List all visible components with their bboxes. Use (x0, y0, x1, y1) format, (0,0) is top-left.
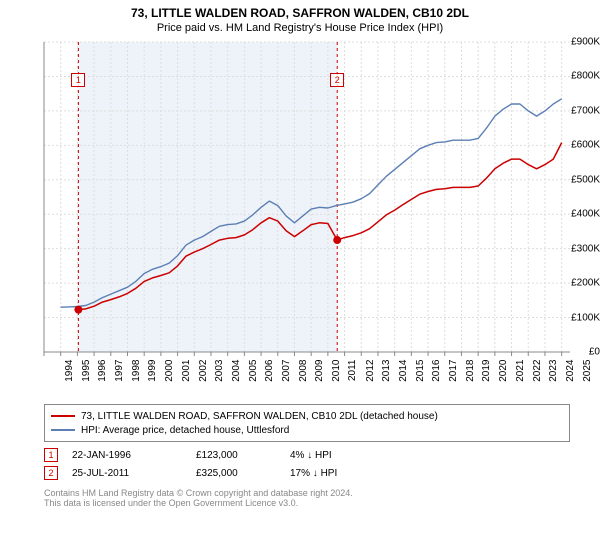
y-tick-label: £100K (560, 312, 600, 323)
note-date: 22-JAN-1996 (72, 450, 182, 461)
y-tick-label: £0 (560, 347, 600, 358)
chart-svg (0, 38, 600, 398)
x-tick-label: 2001 (181, 360, 192, 382)
y-tick-label: £700K (560, 105, 600, 116)
x-tick-label: 2007 (281, 360, 292, 382)
x-tick-label: 2019 (481, 360, 492, 382)
note-row: 2 25-JUL-2011 £325,000 17% ↓ HPI (44, 464, 570, 482)
x-tick-label: 2014 (398, 360, 409, 382)
legend: 73, LITTLE WALDEN ROAD, SAFFRON WALDEN, … (44, 404, 570, 442)
note-price: £325,000 (196, 468, 276, 479)
x-tick-label: 2005 (247, 360, 258, 382)
legend-swatch (51, 415, 75, 417)
x-tick-label: 2003 (214, 360, 225, 382)
legend-row: 73, LITTLE WALDEN ROAD, SAFFRON WALDEN, … (51, 409, 563, 423)
chart-container: 73, LITTLE WALDEN ROAD, SAFFRON WALDEN, … (0, 0, 600, 560)
chart-title: 73, LITTLE WALDEN ROAD, SAFFRON WALDEN, … (0, 0, 600, 20)
legend-row: HPI: Average price, detached house, Uttl… (51, 423, 563, 437)
x-tick-label: 2023 (548, 360, 559, 382)
x-tick-label: 2013 (381, 360, 392, 382)
chart-subtitle: Price paid vs. HM Land Registry's House … (0, 20, 600, 38)
annotation-marker: 2 (330, 73, 344, 87)
y-tick-label: £300K (560, 243, 600, 254)
x-tick-label: 2010 (331, 360, 342, 382)
x-tick-label: 1998 (131, 360, 142, 382)
x-tick-label: 2020 (498, 360, 509, 382)
sale-notes: 1 22-JAN-1996 £123,000 4% ↓ HPI 2 25-JUL-2011… (44, 446, 570, 482)
x-tick-label: 1999 (147, 360, 158, 382)
note-row: 1 22-JAN-1996 £123,000 4% ↓ HPI (44, 446, 570, 464)
y-tick-label: £900K (560, 37, 600, 48)
y-tick-label: £600K (560, 140, 600, 151)
y-tick-label: £500K (560, 174, 600, 185)
x-tick-label: 1996 (97, 360, 108, 382)
footer-line-1: Contains HM Land Registry data © Crown c… (44, 488, 570, 498)
x-tick-label: 2000 (164, 360, 175, 382)
legend-label: HPI: Average price, detached house, Uttl… (81, 425, 289, 436)
x-tick-label: 2024 (565, 360, 576, 382)
x-tick-label: 2002 (197, 360, 208, 382)
x-tick-label: 2022 (531, 360, 542, 382)
x-tick-label: 1994 (64, 360, 75, 382)
y-tick-label: £400K (560, 209, 600, 220)
x-tick-label: 2015 (414, 360, 425, 382)
x-tick-label: 1997 (114, 360, 125, 382)
note-marker: 2 (44, 466, 58, 480)
x-tick-label: 2008 (298, 360, 309, 382)
footer-line-2: This data is licensed under the Open Gov… (44, 498, 570, 508)
note-marker: 1 (44, 448, 58, 462)
footer: Contains HM Land Registry data © Crown c… (44, 488, 570, 508)
legend-swatch (51, 429, 75, 431)
note-pct: 4% ↓ HPI (290, 450, 380, 461)
annotation-marker: 1 (71, 73, 85, 87)
x-tick-label: 2012 (364, 360, 375, 382)
x-tick-label: 2018 (465, 360, 476, 382)
x-tick-label: 2004 (231, 360, 242, 382)
note-date: 25-JUL-2011 (72, 468, 182, 479)
x-tick-label: 2017 (448, 360, 459, 382)
legend-label: 73, LITTLE WALDEN ROAD, SAFFRON WALDEN, … (81, 411, 438, 422)
x-tick-label: 2006 (264, 360, 275, 382)
note-pct: 17% ↓ HPI (290, 468, 380, 479)
x-tick-label: 1995 (80, 360, 91, 382)
y-tick-label: £200K (560, 278, 600, 289)
x-tick-label: 2021 (515, 360, 526, 382)
x-tick-label: 2011 (347, 360, 358, 382)
x-tick-label: 2016 (431, 360, 442, 382)
chart-area: £0 £100K £200K £300K £400K £500K £600K £700K £80… (0, 38, 600, 398)
y-tick-label: £800K (560, 71, 600, 82)
note-price: £123,000 (196, 450, 276, 461)
x-tick-label: 2009 (314, 360, 325, 382)
x-tick-label: 2025 (581, 360, 592, 382)
